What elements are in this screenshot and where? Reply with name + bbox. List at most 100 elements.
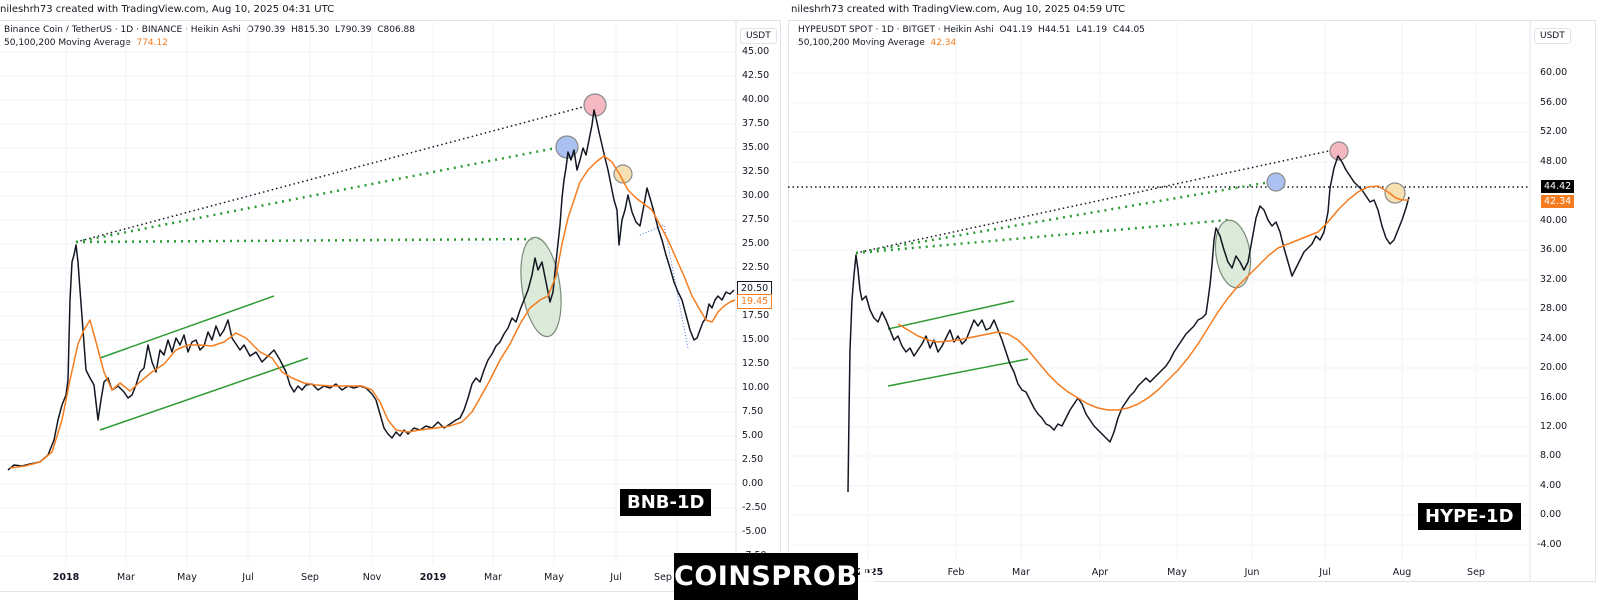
bnb-y-tick: 5.00 <box>742 430 764 441</box>
hype-x-tick: Mar <box>1012 567 1030 578</box>
bnb-y-tick: 25.00 <box>742 238 770 249</box>
hype-x-tick: May <box>1167 567 1187 578</box>
bnb-x-tick: Sep <box>654 572 672 583</box>
bnb-y-tick: 40.00 <box>742 94 770 105</box>
bnb-black-dotted-trendline <box>75 103 595 243</box>
hype-x-tick: Apr <box>1091 567 1109 578</box>
hype-plot[interactable] <box>788 0 1600 600</box>
bnb-y-tick: 7.50 <box>742 406 764 417</box>
bnb-y-tick: 35.00 <box>742 142 770 153</box>
bnb-y-tick: 27.50 <box>742 214 770 225</box>
bnb-x-tick: Jul <box>610 572 622 583</box>
hype-x-tick: Jul <box>1319 567 1331 578</box>
hype-yellow-circle <box>1384 182 1406 204</box>
hype-price-series <box>847 155 1410 493</box>
bnb-x-tick: 2019 <box>419 572 447 583</box>
coinsprobe-watermark: COINSPROBE <box>674 553 876 600</box>
hype-y-tick: 24.00 <box>1540 333 1568 344</box>
bnb-y-tick: 30.00 <box>742 190 770 201</box>
hype-y-tick: 4.00 <box>1540 480 1562 491</box>
hype-y-tick: 48.00 <box>1540 156 1568 167</box>
hype-y-tick: 40.00 <box>1540 215 1568 226</box>
bnb-y-tick: 17.50 <box>742 310 770 321</box>
hype-currency-unit[interactable]: USDT <box>1534 28 1571 44</box>
bnb-x-tick: 2018 <box>52 572 80 583</box>
bnb-y-tick: 0.00 <box>742 478 764 489</box>
bnb-timeframe-badge: BNB-1D <box>620 489 712 516</box>
hype-symbol-title[interactable]: HYPEUSDT SPOT · 1D · BITGET · Heikin Ash… <box>798 25 994 35</box>
hype-high: H44.51 <box>1038 25 1071 35</box>
hype-legend: HYPEUSDT SPOT · 1D · BITGET · Heikin Ash… <box>798 24 1145 50</box>
hype-y-tick: 0.00 <box>1540 509 1562 520</box>
hype-y-tick: 32.00 <box>1540 274 1568 285</box>
hype-y-tick: 60.00 <box>1540 67 1568 78</box>
bnb-x-tick: Jul <box>242 572 254 583</box>
hype-black-dotted-trendline <box>855 148 1339 254</box>
hype-close: C44.05 <box>1112 25 1145 35</box>
hype-timeframe-badge: HYPE-1D <box>1418 503 1521 530</box>
bnb-symbol-title[interactable]: Binance Coin / TetherUS · 1D · BINANCE ·… <box>4 25 241 35</box>
hype-x-tick: 2025 <box>856 567 884 578</box>
bnb-y-tick: 2.50 <box>742 454 764 465</box>
bnb-blue-dotted-projection <box>639 224 689 349</box>
bnb-channel-upper <box>99 295 275 359</box>
bnb-open: O790.39 <box>246 25 286 35</box>
bnb-y-tick: 10.00 <box>742 382 770 393</box>
hype-moving-average <box>897 185 1409 411</box>
hype-last-price-tag: 44.42 <box>1541 180 1575 193</box>
bnb-y-tick: 42.50 <box>742 70 770 81</box>
hype-pink-circle <box>1329 141 1349 161</box>
bnb-y-tick: 22.50 <box>742 262 770 273</box>
hype-channel-lower <box>887 358 1029 387</box>
bnb-yellow-circle <box>613 164 633 184</box>
hype-chart-panel[interactable]: nileshrh73 created with TradingView.com,… <box>788 0 1600 600</box>
bnb-y-tick: 32.50 <box>742 166 770 177</box>
bnb-y-tick: 37.50 <box>742 118 770 129</box>
bnb-ma-label[interactable]: 50,100,200 Moving Average <box>4 38 131 48</box>
bnb-ma-value: 774.12 <box>136 38 168 48</box>
bnb-x-tick: Mar <box>484 572 502 583</box>
bnb-credit-line: nileshrh73 created with TradingView.com,… <box>0 4 335 15</box>
hype-green-dotted-trendline-lower <box>855 218 1229 255</box>
hype-y-tick: -4.00 <box>1537 539 1562 550</box>
bnb-y-tick: 12.50 <box>742 358 770 369</box>
hype-y-tick: 20.00 <box>1540 362 1568 373</box>
hype-open: O41.19 <box>999 25 1033 35</box>
bnb-green-dotted-hline <box>75 237 543 244</box>
bnb-plot[interactable] <box>0 0 782 600</box>
bnb-x-tick: Mar <box>117 572 135 583</box>
hype-x-tick: Sep <box>1467 567 1485 578</box>
hype-y-tick: 52.00 <box>1540 126 1568 137</box>
hype-credit-line: nileshrh73 created with TradingView.com,… <box>791 4 1126 15</box>
bnb-green-ellipse <box>520 236 562 338</box>
hype-channel-upper <box>887 300 1015 330</box>
bnb-y-tick: 15.00 <box>742 334 770 345</box>
hype-y-tick: 8.00 <box>1540 450 1562 461</box>
hype-green-ellipse <box>1214 219 1252 289</box>
hype-x-tick: Feb <box>947 567 965 578</box>
hype-y-tick: 12.00 <box>1540 421 1568 432</box>
bnb-grid <box>0 22 735 565</box>
hype-y-tick: 56.00 <box>1540 97 1568 108</box>
bnb-channel-lower <box>99 357 309 431</box>
hype-y-tick: 36.00 <box>1540 244 1568 255</box>
hype-blue-circle <box>1266 172 1286 192</box>
bnb-x-tick: Nov <box>362 572 382 583</box>
hype-ma-label[interactable]: 50,100,200 Moving Average <box>798 38 925 48</box>
bnb-chart-panel[interactable]: nileshrh73 created with TradingView.com,… <box>0 0 782 600</box>
hype-ma-price-tag: 42.34 <box>1541 195 1575 208</box>
bnb-low: L790.39 <box>334 25 372 35</box>
bnb-x-tick: Sep <box>301 572 319 583</box>
bnb-currency-unit[interactable]: USDT <box>740 28 777 44</box>
hype-y-tick: 28.00 <box>1540 303 1568 314</box>
hype-low: L41.19 <box>1076 25 1108 35</box>
bnb-close: C806.88 <box>377 25 416 35</box>
bnb-y-tick: 45.00 <box>742 46 770 57</box>
bnb-y-tick: -5.00 <box>742 526 767 537</box>
hype-grid <box>788 22 1528 560</box>
hype-x-tick: Aug <box>1392 567 1412 578</box>
hype-ma-value: 42.34 <box>930 38 957 48</box>
bnb-price-series <box>7 109 735 471</box>
bnb-moving-average <box>9 155 736 469</box>
hype-green-dotted-trendline-upper <box>855 179 1277 255</box>
